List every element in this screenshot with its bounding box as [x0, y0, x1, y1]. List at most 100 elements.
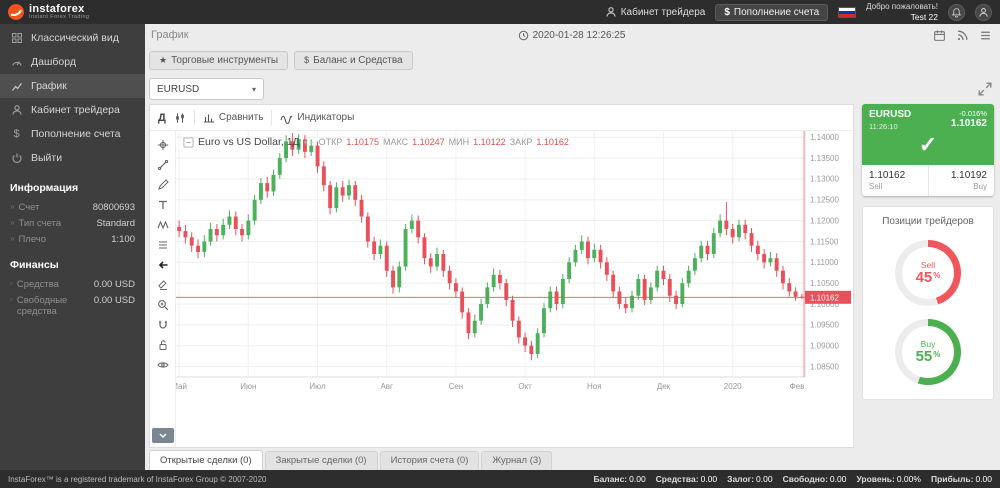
unlock-icon	[157, 339, 169, 351]
instaforex-logo[interactable]: instaforex Instant Forex Trading	[8, 4, 89, 21]
percent-sign: %	[933, 351, 940, 359]
svg-text:1.12500: 1.12500	[810, 196, 839, 205]
zoom-tool[interactable]	[153, 295, 173, 314]
eye-icon	[157, 359, 169, 371]
magnet-tool[interactable]	[153, 315, 173, 334]
tab-journal[interactable]: Журнал (3)	[481, 451, 552, 470]
welcome-block: Добро пожаловать! Test 22	[866, 2, 938, 22]
trader-cabinet-link[interactable]: Кабинет трейдера	[605, 6, 706, 18]
fibonacci-tool[interactable]	[153, 235, 173, 254]
bell-icon	[951, 7, 962, 18]
app-root: instaforex Instant Forex Trading Кабинет…	[0, 0, 1000, 488]
buy-button[interactable]: 1.10192 Buy	[928, 165, 995, 196]
notifications-button[interactable]	[948, 4, 965, 21]
trend-line-tool[interactable]	[153, 155, 173, 174]
high-value: 1.10247	[412, 137, 445, 147]
svg-text:Фев: Фев	[790, 382, 805, 391]
sidebar-item-deposit[interactable]: $ Пополнение счета	[0, 122, 145, 146]
text-tool[interactable]	[153, 195, 173, 214]
drawing-tools	[150, 131, 176, 447]
leverage: 1:100	[111, 234, 135, 245]
chart-panel: Д Сравнить Индикаторы	[149, 104, 854, 448]
bottom-tabs: Открытые сделки (0) Закрытые сделки (0) …	[149, 448, 994, 470]
tab-open-trades[interactable]: Открытые сделки (0)	[149, 450, 263, 470]
lock-tool[interactable]	[153, 335, 173, 354]
legend-collapse-icon[interactable]	[183, 137, 194, 148]
svg-text:Июн: Июн	[240, 382, 256, 391]
price-chart-svg[interactable]: 1.140001.135001.130001.125001.120001.115…	[176, 131, 853, 447]
footer: InstaForex™ is a registered trademark of…	[0, 470, 1000, 488]
sidebar-item-classic-view[interactable]: Классический вид	[0, 26, 145, 50]
chart-toolbar: Д Сравнить Индикаторы	[150, 105, 853, 131]
footer-stats: Баланс:0.00 Средства:0.00 Залог:0.00 Сво…	[593, 474, 992, 484]
sidebar-item-dashboard[interactable]: Дашборд	[0, 50, 145, 74]
username: Test 22	[911, 12, 938, 22]
server-datetime: 2020-01-28 12:26:25	[518, 30, 626, 41]
svg-text:1.10500: 1.10500	[810, 279, 839, 288]
visibility-tool[interactable]	[153, 355, 173, 374]
balance-funds-button[interactable]: $ Баланс и Средства	[294, 51, 413, 70]
tools-collapse-button[interactable]	[152, 428, 174, 443]
fullscreen-button[interactable]	[978, 82, 992, 96]
timeframe-button[interactable]: Д	[158, 112, 166, 124]
pattern-tool[interactable]	[153, 215, 173, 234]
svg-text:1.09500: 1.09500	[810, 321, 839, 330]
sidebar-item-logout[interactable]: Выйти	[0, 146, 145, 170]
crosshair-tool[interactable]	[153, 135, 173, 154]
tab-account-history[interactable]: История счета (0)	[380, 451, 480, 470]
open-label: ОТКР	[319, 137, 343, 147]
menu-icon	[979, 29, 992, 42]
buy-percent: 55	[916, 349, 933, 365]
sidebar-item-chart[interactable]: График	[0, 74, 145, 98]
zoom-in-icon	[157, 299, 169, 311]
buy-label: Buy	[936, 182, 988, 191]
grid-icon	[11, 32, 23, 44]
stat-profit: Прибыль:0.00	[931, 474, 992, 484]
main-area: График 2020-01-28 12:26:25 ★ Торговые ин…	[145, 24, 1000, 470]
welcome-text: Добро пожаловать!	[866, 2, 938, 12]
quote-card: EURUSD 11:26:10 -0.016% 1.10162 ✓	[862, 104, 994, 196]
dollar-icon: $	[304, 55, 309, 65]
row-marker-icon: »	[10, 218, 14, 227]
deposit-label: Пополнение счета	[734, 7, 819, 18]
rss-button[interactable]	[956, 29, 969, 42]
compare-button[interactable]: Сравнить	[203, 112, 264, 124]
dollar-icon: $	[13, 128, 19, 140]
stat-balance: Баланс:0.00	[593, 474, 645, 484]
tab-closed-trades[interactable]: Закрытые сделки (0)	[265, 451, 378, 470]
top-bar: instaforex Instant Forex Trading Кабинет…	[0, 0, 1000, 24]
check-icon: ✓	[869, 131, 987, 161]
sell-button[interactable]: 1.10162 Sell	[862, 165, 928, 196]
indicators-button[interactable]: Индикаторы	[280, 112, 354, 124]
info-row-account: »Счет 80800693	[0, 199, 145, 215]
svg-text:1.10162: 1.10162	[810, 293, 839, 302]
info-section-title: Информация	[0, 170, 145, 199]
chart-title: Euro vs US Dollar, 1Д	[198, 136, 300, 148]
symbol-select[interactable]: EURUSD ▾	[149, 78, 264, 100]
deposit-button[interactable]: $ Пополнение счета	[715, 4, 828, 21]
menu-button[interactable]	[979, 29, 992, 42]
coin-icon: ▫	[10, 279, 13, 288]
user-icon	[11, 104, 23, 116]
arrow-tool[interactable]	[153, 255, 173, 274]
russia-flag-icon[interactable]	[838, 7, 856, 18]
chart-type-button[interactable]	[174, 112, 186, 124]
traders-positions-card: Позиции трейдеров Sell 45% Buy 55%	[862, 206, 994, 400]
eraser-tool[interactable]	[153, 275, 173, 294]
profile-button[interactable]	[975, 4, 992, 21]
svg-text:1.14000: 1.14000	[810, 133, 839, 142]
pencil-tool[interactable]	[153, 175, 173, 194]
arrow-left-icon	[157, 259, 169, 271]
symbol-select-value: EURUSD	[157, 84, 199, 95]
finance-row-funds: ▫Средства 0.00 USD	[0, 276, 145, 292]
trading-instruments-button[interactable]: ★ Торговые инструменты	[149, 51, 288, 70]
sidebar: Классический вид Дашборд График Кабинет …	[0, 24, 145, 470]
svg-text:1.09000: 1.09000	[810, 342, 839, 351]
chevron-down-icon[interactable]: ▾	[304, 138, 308, 147]
buy-price: 1.10192	[936, 170, 988, 181]
sidebar-item-trader-cabinet[interactable]: Кабинет трейдера	[0, 98, 145, 122]
power-icon	[11, 152, 23, 164]
calendar-button[interactable]	[933, 29, 946, 42]
clock-icon	[518, 30, 529, 41]
svg-text:1.08500: 1.08500	[810, 362, 839, 371]
